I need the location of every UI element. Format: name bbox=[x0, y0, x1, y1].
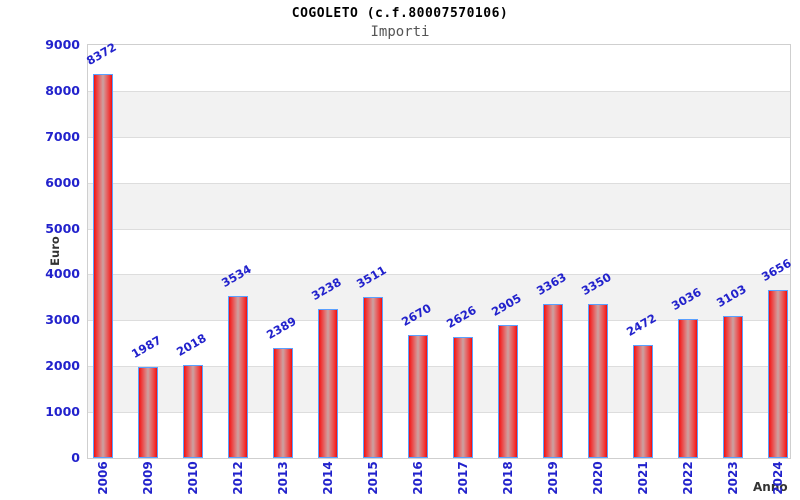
plot-band bbox=[88, 274, 790, 321]
bar bbox=[318, 309, 338, 458]
bar bbox=[588, 304, 608, 458]
bar bbox=[408, 335, 428, 458]
y-axis-tick-label: 7000 bbox=[45, 128, 80, 144]
x-axis-tick-label: 2010 bbox=[186, 461, 200, 495]
y-axis-tick-label: 8000 bbox=[45, 82, 80, 98]
plot-band bbox=[88, 412, 790, 458]
gridline bbox=[88, 366, 790, 368]
bar bbox=[228, 295, 248, 458]
plot-band bbox=[88, 45, 790, 91]
plot-band bbox=[88, 90, 790, 137]
x-axis-tick-label: 2020 bbox=[591, 461, 605, 495]
bar bbox=[633, 344, 653, 458]
bar bbox=[138, 366, 158, 458]
y-axis-tick-label: 9000 bbox=[45, 37, 80, 52]
x-axis-tick-label: 2006 bbox=[96, 461, 110, 495]
gridline bbox=[88, 320, 790, 322]
bar bbox=[498, 324, 518, 458]
x-axis-tick-label: 2012 bbox=[231, 461, 245, 495]
y-axis-tick-label: 2000 bbox=[45, 358, 80, 374]
y-axis-title: Euro bbox=[48, 236, 62, 266]
bar bbox=[273, 348, 293, 458]
plot-band bbox=[88, 228, 790, 275]
gridline bbox=[88, 274, 790, 276]
bar bbox=[183, 365, 203, 458]
plot-band bbox=[88, 136, 790, 183]
plot-band bbox=[88, 366, 790, 413]
gridline bbox=[88, 136, 790, 138]
gridline bbox=[88, 90, 790, 92]
x-axis-tick-label: 2023 bbox=[726, 461, 740, 495]
y-axis-tick-label: 5000 bbox=[45, 220, 80, 236]
bar bbox=[678, 318, 698, 458]
bar bbox=[543, 303, 563, 458]
bar bbox=[363, 296, 383, 458]
bar bbox=[93, 73, 113, 458]
x-axis-tick-label: 2019 bbox=[546, 461, 560, 495]
x-axis-tick-label: 2015 bbox=[366, 461, 380, 495]
x-axis-tick-label: 2022 bbox=[681, 461, 695, 495]
plot-band bbox=[88, 182, 790, 229]
x-axis-title: Anno bbox=[753, 480, 788, 494]
chart-subtitle: Importi bbox=[370, 24, 430, 40]
x-axis-tick-label: 2018 bbox=[501, 461, 515, 495]
x-axis-tick-label: 2014 bbox=[321, 461, 335, 495]
x-axis-tick-label: 2017 bbox=[456, 461, 470, 495]
bar bbox=[723, 315, 743, 458]
x-axis-tick-label: 2016 bbox=[411, 461, 425, 495]
bar bbox=[453, 337, 473, 458]
gridline bbox=[88, 182, 790, 184]
plot-border bbox=[87, 44, 791, 459]
x-axis-tick-label: 2024 bbox=[771, 461, 785, 495]
y-axis-tick-label: 3000 bbox=[45, 312, 80, 328]
x-axis-tick-label: 2013 bbox=[276, 461, 290, 495]
x-axis-tick-label: 2009 bbox=[141, 461, 155, 495]
gridline bbox=[88, 228, 790, 230]
y-axis-tick-label: 4000 bbox=[45, 266, 80, 282]
chart-title: COGOLETO (c.f.80007570106) bbox=[291, 6, 509, 21]
gridline bbox=[88, 412, 790, 414]
y-axis-tick-label: 1000 bbox=[45, 404, 80, 420]
y-axis-tick-label: 0 bbox=[71, 450, 80, 465]
x-axis-tick-label: 2021 bbox=[636, 461, 650, 495]
y-axis-tick-label: 6000 bbox=[45, 174, 80, 190]
plot-band bbox=[88, 320, 790, 367]
bar bbox=[768, 290, 788, 458]
